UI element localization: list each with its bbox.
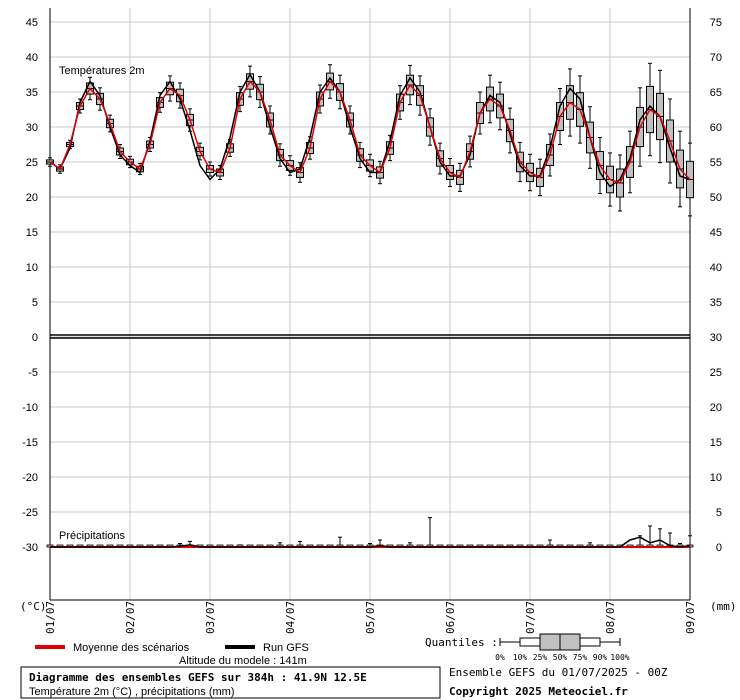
temp-mean-line <box>49 80 691 184</box>
x-tick-label: 09/07 <box>684 601 697 634</box>
right-tick-label: 70 <box>710 52 722 64</box>
left-tick-label: -25 <box>22 507 38 519</box>
left-tick-label: -15 <box>22 437 38 449</box>
footer-subtitle: Température 2m (°C) , précipitations (mm… <box>29 686 235 698</box>
altitude-label: Altitude du modele : 141m <box>179 655 307 667</box>
x-axis-ticks: 01/07 02/07 03/07 04/07 05/07 06/07 07/07 08/07… <box>44 601 697 634</box>
x-tick-label: 08/07 <box>604 601 617 634</box>
right-tick-label: 45 <box>710 227 722 239</box>
footer-box <box>20 666 441 699</box>
quantile-tick-label: 75% <box>573 653 588 662</box>
x-tick-label: 07/07 <box>524 601 537 634</box>
left-tick-label: 15 <box>26 227 38 239</box>
grid-lines <box>49 8 691 601</box>
left-tick-label: -10 <box>22 402 38 414</box>
series-lines <box>49 72 691 548</box>
quantile-tick-label: 100% <box>610 653 629 662</box>
right-tick-label: 15 <box>710 437 722 449</box>
unit-left: (°C) <box>20 600 47 613</box>
left-tick-label: 10 <box>26 262 38 274</box>
right-tick-label: 0 <box>716 542 722 554</box>
x-tick-label: 05/07 <box>364 601 377 634</box>
x-tick-label: 02/07 <box>124 601 137 634</box>
right-tick-label: 30 <box>710 332 722 344</box>
left-tick-label: 0 <box>32 332 38 344</box>
left-tick-label: -20 <box>22 472 38 484</box>
footer-run: Ensemble GEFS du 01/07/2025 - 00Z <box>449 666 668 679</box>
right-tick-label: 55 <box>710 157 722 169</box>
left-tick-label: -30 <box>22 542 38 554</box>
left-tick-label: 20 <box>26 192 38 204</box>
left-tick-label: 25 <box>26 157 38 169</box>
quantile-tick-label: 50% <box>553 653 568 662</box>
precip-gfs-line <box>50 536 691 548</box>
legend-run-label: Run GFS <box>263 642 309 654</box>
left-axis-ticks: 45 40 35 30 25 20 15 10 5 0 -5 -10 -15 -20 -25 -30 <box>22 17 38 554</box>
right-tick-label: 10 <box>710 472 722 484</box>
left-tick-label: 5 <box>32 297 38 309</box>
right-tick-label: 75 <box>710 17 722 29</box>
right-tick-label: 35 <box>710 297 722 309</box>
x-tick-label: 01/07 <box>44 601 57 634</box>
left-tick-label: 45 <box>26 17 38 29</box>
quantile-tick-label: 10% <box>513 653 528 662</box>
panel-title-precipitation: Précipitations <box>59 530 126 542</box>
temp-gfs-line <box>49 72 691 188</box>
footer-copyright: Copyright 2025 Meteociel.fr <box>449 685 628 698</box>
x-tick-label: 04/07 <box>284 601 297 634</box>
right-tick-label: 65 <box>710 87 722 99</box>
left-tick-label: 40 <box>26 52 38 64</box>
right-tick-label: 60 <box>710 122 722 134</box>
unit-right: (mm) <box>710 600 737 613</box>
legend-mean-label: Moyenne des scénarios <box>73 642 190 654</box>
left-tick-label: -5 <box>28 367 38 379</box>
x-tick-label: 03/07 <box>204 601 217 634</box>
right-tick-label: 5 <box>716 507 722 519</box>
left-tick-label: 35 <box>26 87 38 99</box>
right-tick-label: 20 <box>710 402 722 414</box>
quantile-tick-label: 90% <box>593 653 608 662</box>
quantile-tick-labels: 0% 10% 25% 50% 75% 90% 100% <box>495 653 630 662</box>
quantile-tick-label: 25% <box>533 653 548 662</box>
panel-title-temperature: Températures 2m <box>59 65 145 77</box>
x-tick-label: 06/07 <box>444 601 457 634</box>
legend-quantiles-label: Quantiles : <box>425 636 498 649</box>
left-tick-label: 30 <box>26 122 38 134</box>
right-tick-label: 50 <box>710 192 722 204</box>
right-tick-label: 40 <box>710 262 722 274</box>
quantile-glyph <box>499 633 621 651</box>
footer-title: Diagramme des ensembles GEFS sur 384h : … <box>29 671 367 684</box>
legend: Moyenne des scénarios Run GFS Quantiles … <box>35 633 630 662</box>
right-tick-label: 25 <box>710 367 722 379</box>
quantile-tick-label: 0% <box>495 653 505 662</box>
